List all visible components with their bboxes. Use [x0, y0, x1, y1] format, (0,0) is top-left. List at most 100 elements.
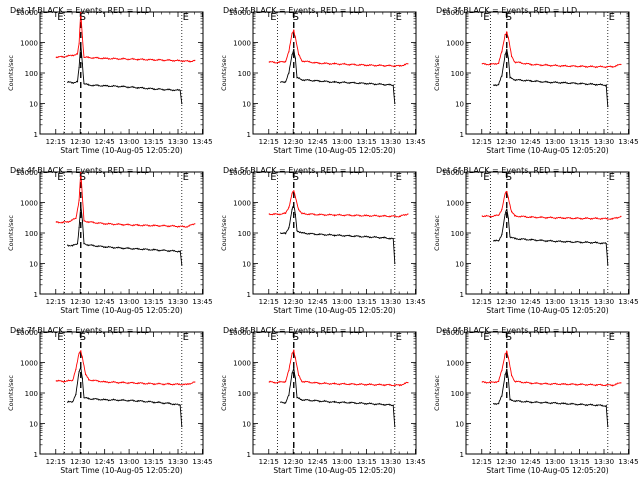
data-point: [83, 397, 85, 399]
y-axis-label: Counts/sec: [433, 375, 441, 411]
y-tick-label: 10: [455, 101, 464, 109]
chart-title: Det 1f BLACK = Events, RED = LLD: [10, 6, 151, 15]
data-point: [81, 220, 83, 222]
marker-label-s: S: [506, 172, 512, 183]
data-point: [120, 382, 123, 384]
data-point: [81, 356, 83, 358]
x-tick-label: 12:15: [259, 138, 279, 146]
data-point: [294, 57, 296, 60]
data-point: [301, 60, 303, 62]
data-point: [507, 37, 509, 39]
data-point: [382, 237, 384, 239]
marker-label-e: E: [483, 332, 489, 343]
data-point: [394, 425, 396, 428]
x-tick-label: 13:15: [143, 138, 163, 146]
data-point: [55, 56, 57, 58]
x-tick-label: 13:15: [143, 458, 163, 466]
data-point: [78, 43, 80, 45]
data-point: [294, 36, 296, 38]
data-point: [546, 217, 549, 219]
data-point: [88, 244, 90, 246]
data-point: [75, 393, 77, 395]
data-point: [563, 403, 565, 405]
data-point: [169, 383, 171, 385]
x-tick-label: 12:45: [521, 138, 541, 146]
x-tick-label: 13:30: [168, 138, 188, 146]
data-point: [80, 350, 82, 352]
data-point: [120, 85, 123, 88]
x-tick-label: 13:00: [545, 138, 565, 146]
data-point: [194, 59, 196, 61]
data-point: [392, 84, 394, 86]
series-line-events: [493, 49, 609, 107]
data-point: [179, 250, 181, 252]
data-point: [612, 384, 614, 386]
series-line-lld: [55, 350, 195, 386]
data-point: [394, 102, 396, 105]
series-line-lld: [55, 12, 196, 63]
y-axis-label: Counts/sec: [7, 215, 15, 251]
data-point: [268, 213, 270, 215]
x-tick-label: 13:15: [569, 138, 589, 146]
marker-label-s: S: [293, 12, 299, 23]
x-tick-label: 13:45: [405, 298, 425, 306]
y-tick-label: 10: [242, 261, 251, 269]
data-point: [501, 75, 503, 77]
data-point: [153, 59, 155, 61]
data-point: [612, 218, 614, 220]
series-line-events: [67, 43, 183, 104]
data-point: [293, 204, 295, 207]
chart-panel-7: Det 7f BLACK = Events, RED = LLD 1 10 100 10…: [7, 326, 213, 475]
data-point: [317, 214, 319, 216]
chart-title: Det 6f BLACK = Events, RED = LLD: [436, 166, 577, 175]
data-point: [563, 65, 565, 67]
data-point: [530, 401, 532, 403]
y-tick-label: 1000: [233, 360, 251, 368]
data-point: [481, 63, 483, 65]
data-point: [489, 63, 491, 66]
data-point: [298, 374, 300, 376]
y-tick-label: 100: [238, 390, 251, 398]
y-tick-label: 100: [25, 230, 38, 238]
data-point: [366, 236, 368, 238]
marker-label-s: S: [506, 332, 512, 343]
x-axis-label: Start Time (10-Aug-05 12:05:20): [60, 466, 182, 475]
data-point: [288, 369, 290, 371]
marker-label-e: E: [396, 12, 402, 23]
x-tick-label: 13:00: [119, 138, 139, 146]
series-line-lld: [482, 30, 622, 69]
data-point: [83, 243, 85, 245]
data-point: [530, 63, 532, 66]
data-point: [498, 62, 500, 64]
data-point: [78, 199, 80, 201]
data-point: [333, 383, 336, 385]
plot-area: [268, 12, 409, 134]
data-point: [137, 382, 139, 384]
chart-panel-6: Det 6f BLACK = Events, RED = LLD 1 10 100 10…: [433, 166, 639, 315]
data-point: [579, 65, 581, 67]
y-tick-label: 1: [34, 451, 38, 459]
x-tick-label: 13:00: [332, 458, 352, 466]
y-axis-label: Counts/sec: [7, 55, 15, 91]
data-point: [186, 383, 188, 386]
x-tick-label: 13:00: [545, 298, 565, 306]
data-point: [72, 54, 74, 56]
x-tick-label: 12:30: [283, 138, 303, 146]
x-tick-label: 12:45: [95, 458, 115, 466]
y-tick-label: 10000: [229, 169, 251, 177]
data-point: [507, 217, 509, 219]
series-line-lld: [268, 190, 409, 218]
x-tick-label: 12:45: [521, 298, 541, 306]
data-point: [579, 403, 581, 406]
x-axis-label: Start Time (10-Aug-05 12:05:20): [273, 466, 395, 475]
x-tick-label: 12:30: [496, 298, 516, 306]
data-point: [506, 190, 508, 193]
marker-label-e: E: [609, 172, 615, 183]
data-point: [350, 214, 352, 216]
x-tick-label: 13:00: [545, 458, 565, 466]
y-tick-label: 10: [29, 101, 38, 109]
data-point: [137, 224, 139, 226]
data-point: [285, 60, 287, 63]
data-point: [511, 374, 513, 376]
data-point: [498, 83, 500, 86]
